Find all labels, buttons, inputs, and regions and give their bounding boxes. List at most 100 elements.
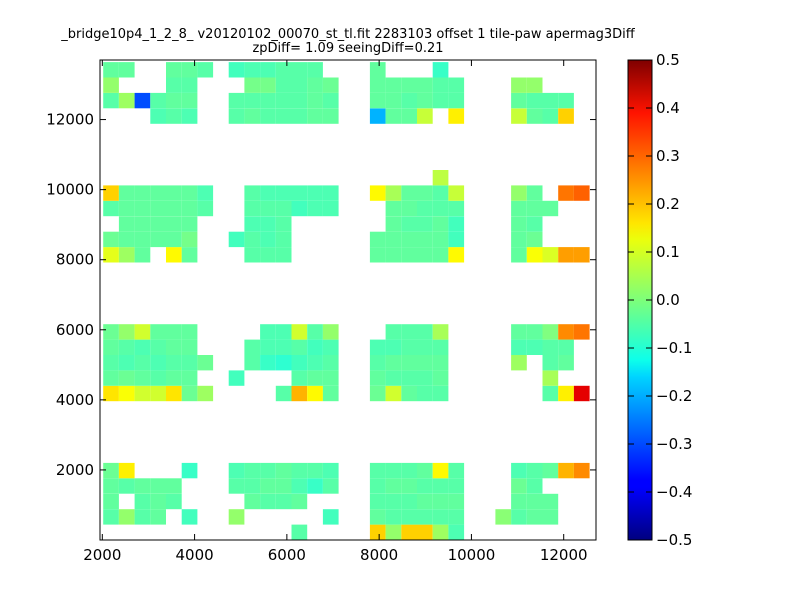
heatmap-cell <box>166 339 182 355</box>
heatmap-cell <box>511 77 527 93</box>
heatmap-cell <box>103 370 119 386</box>
heatmap-cell <box>432 77 449 93</box>
heatmap-cell <box>181 185 198 201</box>
heatmap-cell <box>526 92 543 109</box>
colorbar-tick-label: −0.2 <box>656 387 692 405</box>
heatmap-cell <box>307 355 323 371</box>
heatmap-cell <box>542 108 559 124</box>
heatmap-cell <box>542 92 559 109</box>
heatmap-cell <box>150 509 166 525</box>
heatmap-cell <box>181 462 198 479</box>
heatmap-cell <box>228 92 245 109</box>
heatmap-cell <box>526 462 543 479</box>
heatmap-cell <box>134 493 151 510</box>
heatmap-cell <box>150 216 166 232</box>
heatmap-cell <box>573 385 590 402</box>
heatmap-cell <box>542 462 559 479</box>
heatmap-cell <box>166 493 182 510</box>
heatmap-cell <box>103 493 119 510</box>
heatmap-cell <box>275 62 292 78</box>
colorbar-tick-label: 0.1 <box>656 243 680 261</box>
heatmap-cell <box>401 247 417 263</box>
colorbar-tick-label: 0.0 <box>656 291 680 309</box>
heatmap-cell <box>260 247 276 263</box>
heatmap-cell <box>118 216 135 232</box>
heatmap-cell <box>181 108 198 124</box>
heatmap-cell <box>385 324 402 340</box>
heatmap-cell <box>432 185 449 201</box>
heatmap-cell <box>228 62 245 78</box>
heatmap-cell <box>103 462 119 479</box>
heatmap-cell <box>385 385 402 402</box>
heatmap-cell <box>385 216 402 232</box>
heatmap-cell <box>369 385 386 402</box>
heatmap-cell <box>103 324 119 340</box>
heatmap-cell <box>417 385 433 402</box>
heatmap-cell <box>166 62 182 78</box>
colorbar-tick-label: 0.2 <box>656 195 680 213</box>
heatmap-cell <box>291 493 308 510</box>
heatmap-cell <box>322 509 339 525</box>
heatmap-cell <box>275 493 292 510</box>
heatmap-cell <box>134 185 151 201</box>
heatmap-cell <box>385 370 402 386</box>
heatmap-cell <box>448 92 465 109</box>
heatmap-cell <box>385 493 402 510</box>
heatmap-cell <box>244 355 261 371</box>
heatmap-cell <box>526 77 543 93</box>
heatmap-cell <box>228 478 245 494</box>
heatmap-cell <box>275 185 292 201</box>
heatmap-cell <box>526 247 543 263</box>
heatmap-cell <box>417 200 433 217</box>
heatmap-cell <box>417 509 433 525</box>
heatmap-cell <box>307 200 323 217</box>
heatmap-cell <box>260 493 276 510</box>
heatmap-cell <box>417 92 433 109</box>
heatmap-cell <box>432 324 449 340</box>
heatmap-cell <box>417 216 433 232</box>
heatmap-cell <box>417 524 433 540</box>
heatmap-cell <box>260 339 276 355</box>
heatmap-cell <box>432 216 449 232</box>
heatmap-cell <box>511 339 527 355</box>
heatmap-cell <box>103 339 119 355</box>
heatmap-cell <box>526 509 543 525</box>
heatmap-cell <box>166 185 182 201</box>
heatmap-cell <box>134 339 151 355</box>
heatmap-cell <box>417 478 433 494</box>
heatmap-cell <box>307 370 323 386</box>
heatmap-cell <box>558 324 574 340</box>
heatmap-cell <box>103 385 119 402</box>
heatmap-cell <box>244 493 261 510</box>
heatmap-cell <box>166 200 182 217</box>
heatmap-cell <box>448 493 465 510</box>
chart-title: _bridge10p4_1_2_8_ v20120102_00070_st_tl… <box>60 27 636 42</box>
heatmap-cell <box>291 185 308 201</box>
heatmap-cell <box>542 509 559 525</box>
heatmap-cell <box>401 92 417 109</box>
heatmap-cell <box>150 231 166 248</box>
heatmap-cell <box>448 524 465 540</box>
heatmap-cell <box>244 200 261 217</box>
heatmap-cell <box>150 385 166 402</box>
heatmap-cell <box>526 216 543 232</box>
heatmap-cell <box>385 77 402 93</box>
heatmap-cell <box>511 185 527 201</box>
heatmap-cell <box>369 462 386 479</box>
heatmap-cell <box>401 509 417 525</box>
heatmap-cell <box>511 478 527 494</box>
heatmap-cell <box>103 231 119 248</box>
colorbar-ticks: 0.5 0.4 0.3 0.2 0.1 0.0 −0.1 −0.2 −0.3 −0.4 −0.5 <box>628 51 692 549</box>
heatmap-cell <box>385 478 402 494</box>
heatmap-cell <box>150 493 166 510</box>
heatmap-cell <box>322 385 339 402</box>
heatmap-cell <box>118 370 135 386</box>
heatmap-cell <box>291 370 308 386</box>
heatmap-cell <box>432 509 449 525</box>
heatmap-cell <box>401 370 417 386</box>
heatmap-cell <box>134 385 151 402</box>
x-axis: 2000 4000 6000 8000 10000 12000 <box>83 60 588 564</box>
heatmap-cell <box>181 324 198 340</box>
heatmap-cell <box>118 200 135 217</box>
heatmap-cell <box>181 62 198 78</box>
